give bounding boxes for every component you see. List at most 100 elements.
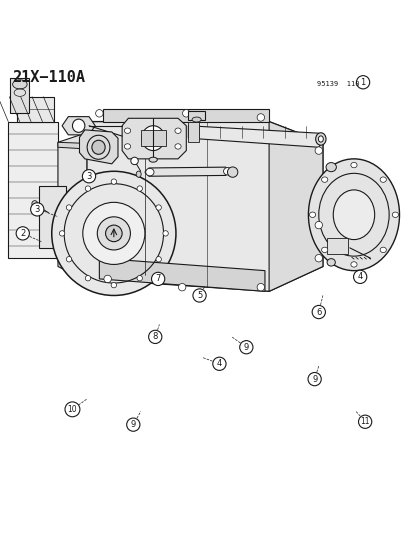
Circle shape (126, 418, 140, 431)
Ellipse shape (325, 163, 336, 172)
Ellipse shape (145, 168, 154, 176)
Ellipse shape (131, 157, 138, 165)
Text: 5: 5 (197, 291, 202, 300)
Circle shape (307, 373, 320, 386)
Ellipse shape (59, 231, 64, 236)
Polygon shape (122, 118, 186, 159)
Text: 4: 4 (357, 272, 362, 281)
Ellipse shape (104, 275, 111, 282)
Ellipse shape (12, 80, 27, 89)
Text: 6: 6 (316, 308, 320, 317)
Text: 9: 9 (131, 420, 135, 429)
Ellipse shape (83, 203, 145, 264)
Ellipse shape (309, 212, 315, 217)
Ellipse shape (163, 231, 168, 236)
Ellipse shape (32, 200, 38, 206)
Ellipse shape (156, 205, 161, 210)
Polygon shape (103, 109, 268, 122)
Circle shape (16, 227, 29, 240)
Ellipse shape (147, 132, 159, 145)
Ellipse shape (182, 110, 190, 117)
Text: 1: 1 (360, 78, 365, 87)
Polygon shape (39, 186, 66, 248)
Text: 8: 8 (152, 333, 157, 341)
Ellipse shape (137, 276, 142, 281)
Ellipse shape (318, 136, 323, 142)
Ellipse shape (326, 259, 335, 266)
Ellipse shape (379, 177, 385, 182)
Ellipse shape (315, 133, 325, 145)
Text: 9: 9 (311, 375, 316, 384)
Ellipse shape (314, 254, 322, 262)
Polygon shape (58, 142, 79, 149)
Circle shape (212, 357, 225, 370)
Ellipse shape (92, 140, 105, 155)
Text: 7: 7 (155, 274, 160, 284)
Polygon shape (8, 122, 58, 258)
Polygon shape (62, 117, 95, 135)
Ellipse shape (256, 114, 264, 121)
Text: 11: 11 (360, 417, 369, 426)
Circle shape (82, 169, 95, 183)
Ellipse shape (136, 171, 141, 177)
Ellipse shape (124, 144, 131, 149)
Ellipse shape (66, 205, 71, 210)
Ellipse shape (223, 167, 231, 175)
Ellipse shape (95, 110, 103, 117)
Ellipse shape (350, 163, 356, 168)
Circle shape (311, 305, 325, 319)
Ellipse shape (85, 276, 90, 281)
Polygon shape (58, 134, 91, 279)
Polygon shape (99, 258, 264, 292)
Ellipse shape (175, 128, 181, 133)
Polygon shape (188, 111, 204, 119)
Polygon shape (140, 130, 165, 147)
Ellipse shape (156, 256, 161, 262)
Text: 2: 2 (20, 229, 25, 238)
Polygon shape (188, 126, 321, 147)
Ellipse shape (72, 119, 85, 132)
Ellipse shape (124, 128, 131, 133)
Ellipse shape (111, 282, 116, 288)
Ellipse shape (85, 186, 90, 191)
Ellipse shape (137, 186, 142, 191)
Ellipse shape (175, 144, 181, 149)
Ellipse shape (321, 247, 327, 253)
Text: 21X−110A: 21X−110A (12, 70, 85, 85)
Ellipse shape (379, 247, 385, 253)
Circle shape (239, 341, 252, 354)
Ellipse shape (332, 190, 374, 240)
Polygon shape (10, 78, 29, 114)
Ellipse shape (256, 284, 264, 291)
Ellipse shape (308, 159, 399, 271)
Ellipse shape (52, 171, 176, 295)
Text: 4: 4 (216, 359, 221, 368)
Ellipse shape (111, 179, 116, 184)
Circle shape (353, 270, 366, 284)
Polygon shape (17, 97, 54, 122)
Circle shape (148, 330, 161, 343)
Text: 9: 9 (243, 343, 248, 352)
Ellipse shape (105, 225, 122, 241)
Text: 10: 10 (67, 405, 77, 414)
Ellipse shape (149, 157, 157, 162)
Ellipse shape (314, 221, 322, 229)
Ellipse shape (97, 217, 130, 250)
Circle shape (356, 76, 369, 89)
Ellipse shape (391, 212, 397, 217)
Polygon shape (268, 122, 322, 292)
Ellipse shape (314, 147, 322, 155)
Text: 3: 3 (35, 205, 40, 214)
Ellipse shape (350, 262, 356, 267)
Polygon shape (87, 122, 322, 292)
Ellipse shape (141, 126, 164, 151)
Circle shape (358, 415, 371, 429)
Polygon shape (79, 130, 118, 164)
Polygon shape (188, 122, 198, 142)
Ellipse shape (66, 256, 71, 262)
Ellipse shape (321, 177, 327, 182)
Circle shape (151, 272, 164, 286)
Polygon shape (326, 238, 347, 254)
Circle shape (192, 289, 206, 302)
Circle shape (31, 203, 44, 216)
